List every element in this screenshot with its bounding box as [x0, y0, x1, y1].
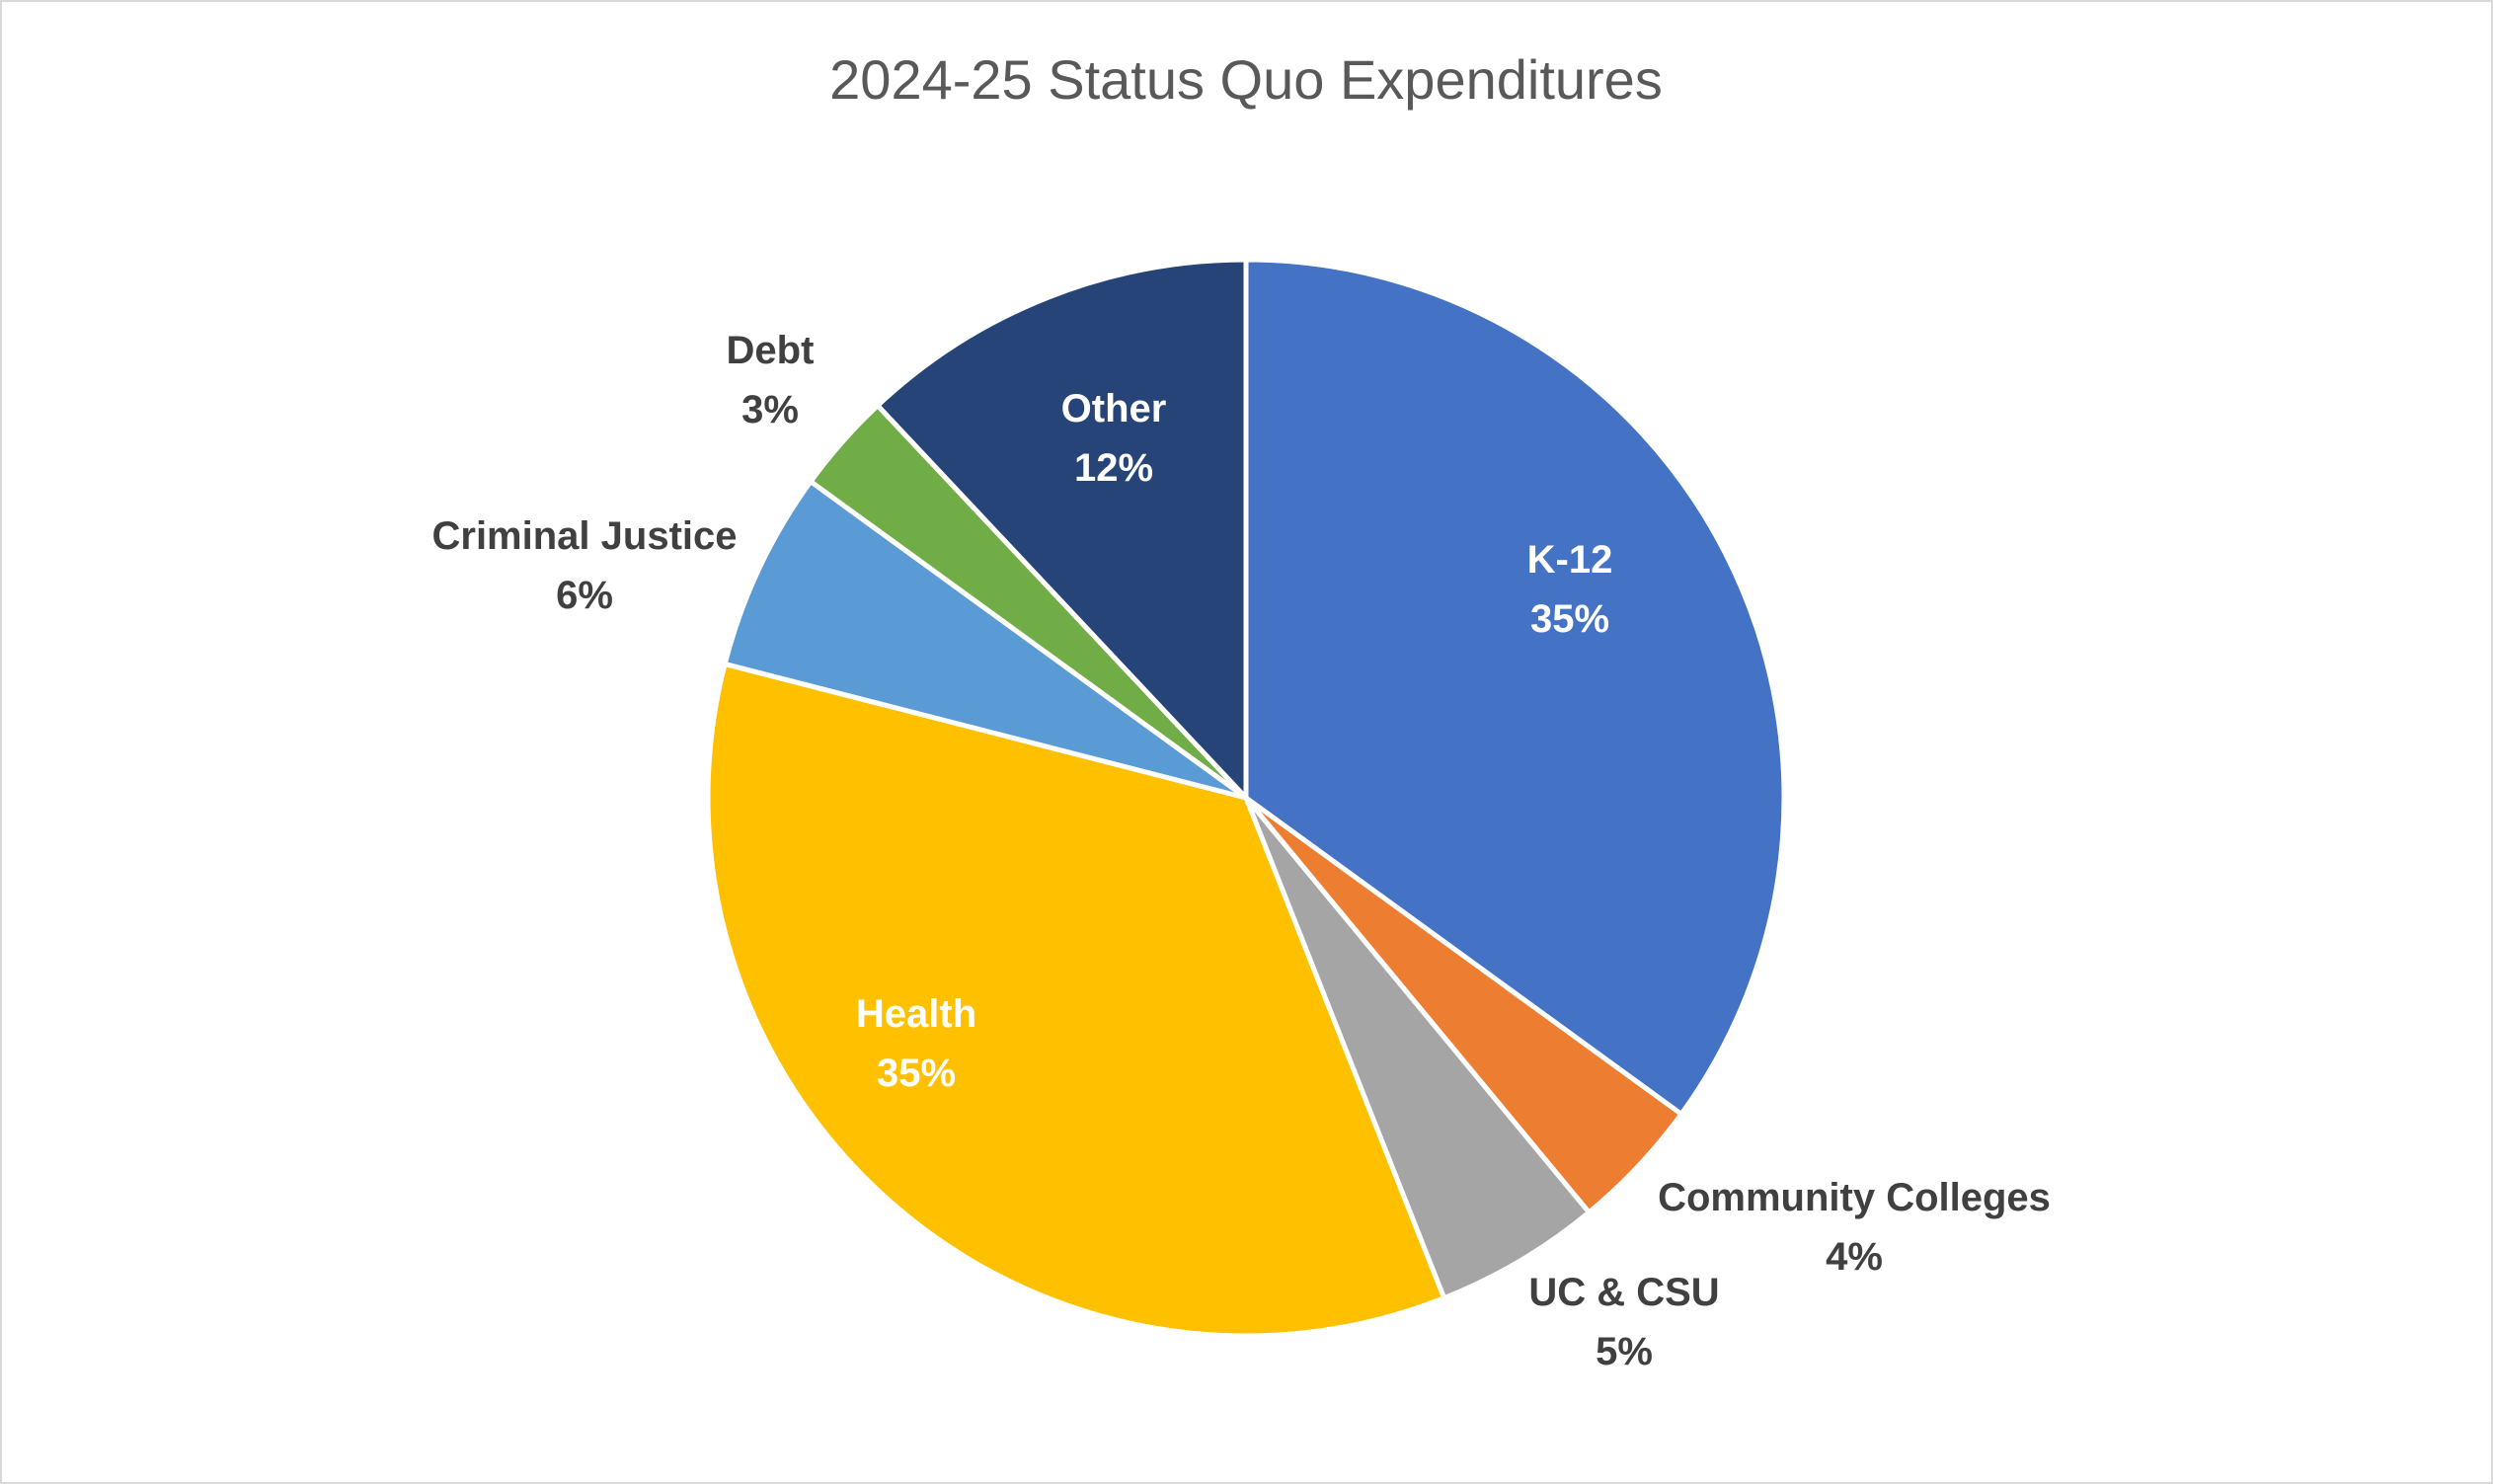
slice-label-health: Health 35%	[856, 992, 976, 1095]
slice-name-health: Health	[856, 992, 976, 1036]
slice-label-community-colleges: Community Colleges 4%	[1658, 1176, 2051, 1279]
pie-labels: K-12 35% Community Colleges 4% UC & CSU 5% Hea…	[431, 329, 2050, 1373]
pie-slice-k12	[1243, 257, 1787, 1117]
slice-label-criminal-justice: Criminal Justice 6%	[431, 514, 737, 617]
slice-value-other: 12%	[1074, 446, 1153, 490]
slice-value-k12: 35%	[1530, 597, 1609, 641]
slice-name-k12: K-12	[1527, 538, 1613, 582]
slice-label-uc-csu: UC & CSU 5%	[1528, 1271, 1719, 1373]
slice-value-criminal-justice: 6%	[556, 574, 613, 617]
pie-slice-health	[705, 661, 1447, 1339]
slice-name-other: Other	[1061, 387, 1167, 430]
pie-slices	[705, 257, 1787, 1339]
slice-name-community-colleges: Community Colleges	[1658, 1176, 2051, 1219]
slice-name-debt: Debt	[727, 329, 815, 372]
slice-label-k12: K-12 35%	[1527, 538, 1613, 641]
slice-label-other: Other 12%	[1061, 387, 1167, 490]
pie-slice-criminal-justice	[722, 479, 1249, 801]
slice-value-health: 35%	[877, 1052, 956, 1095]
slice-label-debt: Debt 3%	[727, 329, 815, 431]
pie-slice-other	[875, 257, 1249, 801]
slice-name-criminal-justice: Criminal Justice	[431, 514, 737, 558]
slice-value-uc-csu: 5%	[1596, 1330, 1653, 1373]
slice-name-uc-csu: UC & CSU	[1528, 1271, 1719, 1314]
chart-title: 2024-25 Status Quo Expenditures	[829, 48, 1663, 111]
slice-value-debt: 3%	[741, 388, 799, 431]
pie-slice-uc-csu	[1243, 795, 1592, 1301]
slice-value-community-colleges: 4%	[1826, 1235, 1883, 1279]
